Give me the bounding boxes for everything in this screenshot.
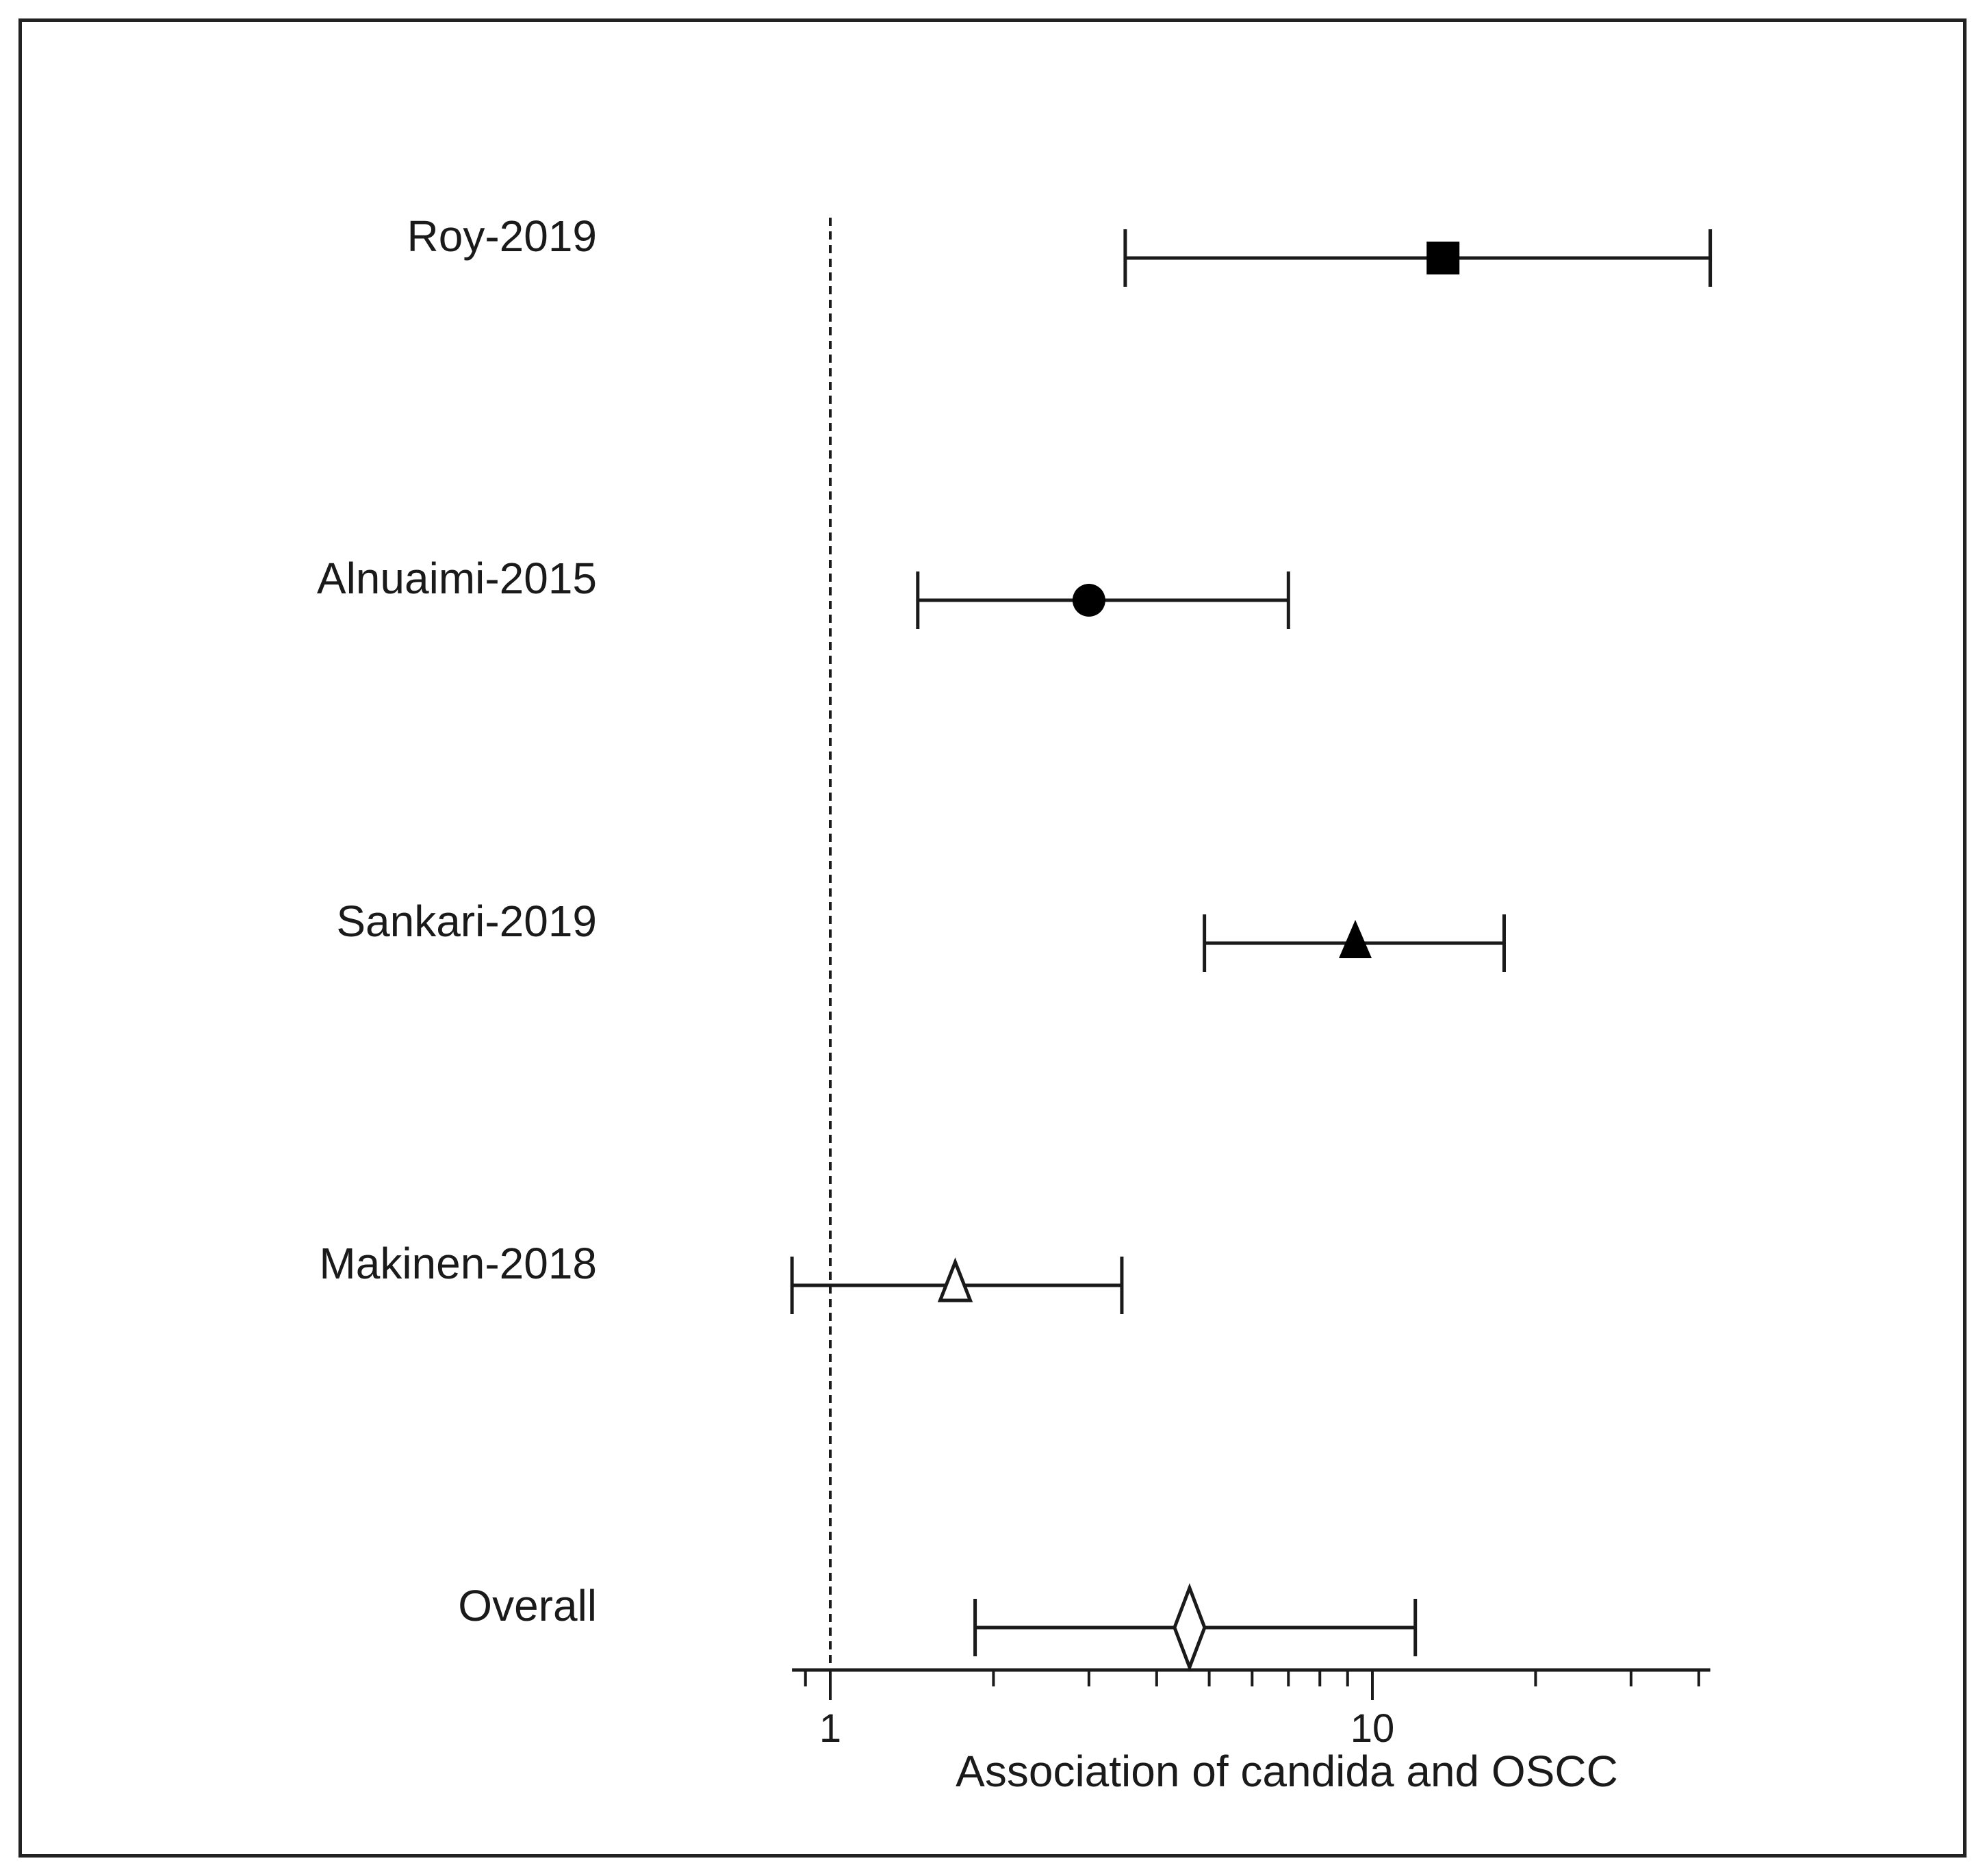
x-tick-label: 10 <box>1350 1706 1395 1751</box>
x-axis: 1 10 <box>792 1668 1711 1751</box>
x-tick-label: 1 <box>819 1706 841 1751</box>
study-labels: Roy-2019 Alnuaimi-2015 Sankari-2019 Makinen… <box>317 211 597 1630</box>
study-label: Alnuaimi-2015 <box>317 554 597 603</box>
study-marks <box>790 229 1713 1673</box>
study-label: Overall <box>458 1581 597 1630</box>
marker-filled-circle <box>1072 584 1105 617</box>
x-axis-title: Association of candida and OSCC <box>956 1747 1618 1796</box>
figure-frame <box>18 18 1967 1858</box>
study-label: Sankari-2019 <box>336 897 597 946</box>
marker-open-triangle <box>937 1257 973 1302</box>
marker-open-diamond <box>1173 1582 1207 1673</box>
marker-filled-triangle <box>1339 920 1372 958</box>
study-label: Makinen-2018 <box>319 1239 597 1288</box>
marker-filled-square <box>1426 242 1460 274</box>
study-label: Roy-2019 <box>407 211 598 261</box>
